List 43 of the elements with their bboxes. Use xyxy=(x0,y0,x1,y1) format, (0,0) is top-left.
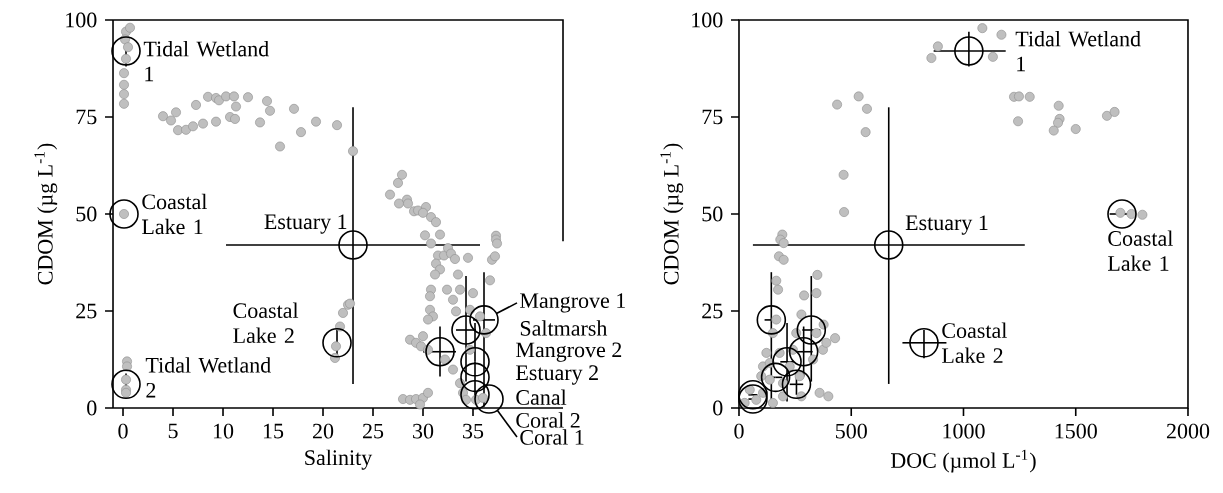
text: Coral 2 xyxy=(516,412,580,428)
annotation: Mangrove 2 xyxy=(516,342,622,362)
y-tick-label: 100 xyxy=(692,12,723,28)
annotation: Coral 1 xyxy=(520,429,584,445)
annotation: Coastal Lake 1 xyxy=(1108,230,1173,271)
annotation: Tidal Wetland 2 xyxy=(145,357,271,398)
x-tick-label: 10 xyxy=(213,423,234,439)
y-axis-title: CDOM (µg L$^{-1}$) xyxy=(660,143,684,285)
x-tick-label: 35 xyxy=(463,423,484,439)
x-tick-label: 1000 xyxy=(943,423,985,439)
y-tick-label: 25 xyxy=(76,303,97,319)
annotation: Saltmarsh xyxy=(520,320,608,336)
annotation: Tidal Wetland 1 xyxy=(143,40,269,82)
annotation: Coastal Lake 2 xyxy=(233,302,299,344)
y-tick-label: 75 xyxy=(76,109,97,125)
y-tick-label: 50 xyxy=(76,206,97,222)
y-tick-label: 0 xyxy=(87,400,97,416)
annotation: Tidal Wetland 1 xyxy=(1015,30,1141,72)
annotation: Estuary 2 xyxy=(516,365,598,385)
annotation: Estuary 1 xyxy=(905,215,988,235)
y-tick-label: 100 xyxy=(66,12,97,28)
annotation: Estuary 1 xyxy=(264,214,347,234)
y-axis-title: CDOM (µg L$^{-1}$) xyxy=(34,143,58,285)
x-tick-label: 500 xyxy=(836,423,867,439)
annotation: Canal xyxy=(516,389,567,405)
y-tick-label: 75 xyxy=(702,109,723,125)
x-tick-label: 30 xyxy=(413,423,434,439)
x-tick-label: 2000 xyxy=(1166,423,1210,439)
y-tick-label: 0 xyxy=(713,400,723,416)
x-axis-title: DOC (µmol L$^{-1}$) xyxy=(890,449,1036,473)
y-tick-label: 25 xyxy=(702,303,723,319)
x-tick-label: 25 xyxy=(362,423,384,439)
x-tick-label: 0 xyxy=(734,423,744,439)
x-tick-label: 0 xyxy=(118,423,128,439)
y-tick-label: 50 xyxy=(702,206,723,222)
annotation: Mangrove 1 xyxy=(520,293,625,313)
x-tick-label: 20 xyxy=(312,423,334,439)
annotation: Coastal Lake 1 xyxy=(142,193,207,235)
x-tick-label: 15 xyxy=(263,423,284,439)
x-tick-label: 5 xyxy=(168,423,178,439)
annotation: Coastal Lake 2 xyxy=(942,322,1007,364)
x-tick-label: 1500 xyxy=(1055,423,1097,439)
x-axis-title: Salinity xyxy=(305,449,373,470)
